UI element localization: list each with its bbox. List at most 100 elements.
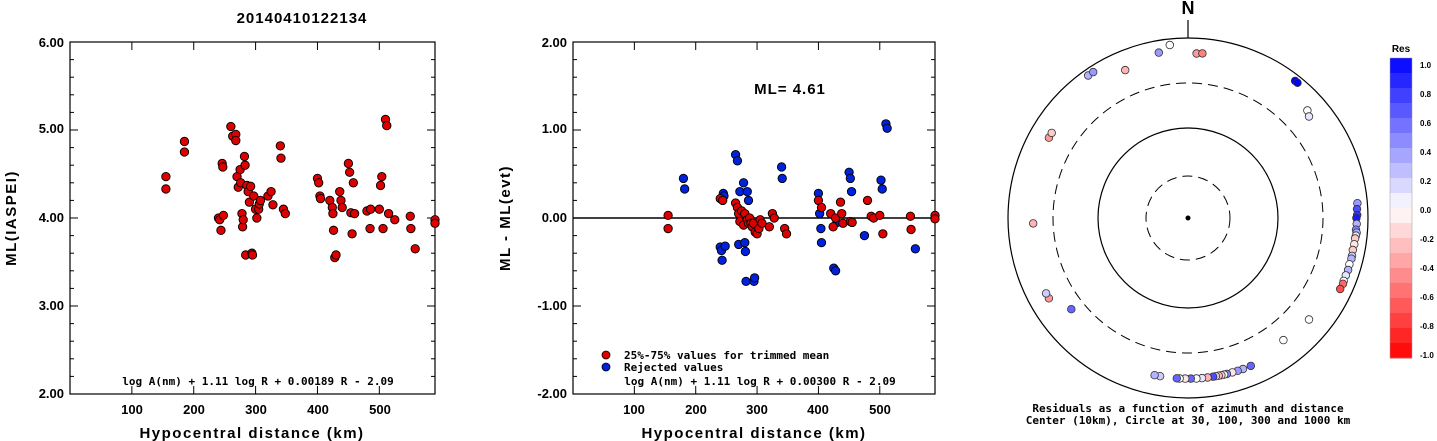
- left-data-point: [405, 211, 415, 221]
- epicenter-dot: [1185, 215, 1191, 221]
- rejected-data-point: [876, 175, 886, 185]
- left-x-tick-label: 500: [369, 402, 391, 417]
- left-data-point: [226, 121, 236, 132]
- rejected-data-point: [830, 266, 841, 276]
- middle-x-tick-label: 200: [685, 402, 707, 417]
- residual-point: [1154, 48, 1163, 57]
- left-x-tick-label: 300: [245, 402, 267, 417]
- left-data-point: [252, 213, 262, 223]
- trimmed-data-point: [835, 197, 846, 207]
- left-data-point: [266, 186, 276, 197]
- left-data-point: [366, 204, 376, 214]
- left-data-point: [161, 171, 171, 182]
- trimmed-data-point: [837, 208, 847, 219]
- ring-30km: [1145, 175, 1231, 261]
- residual-point: [1150, 371, 1159, 380]
- legend-trimmed-marker: [601, 350, 611, 360]
- middle-y-tick-label: 1.00: [542, 121, 567, 136]
- left-data-point: [406, 223, 416, 234]
- middle-formula: log A(nm) + 1.11 log R + 0.00300 R - 2.0…: [624, 375, 896, 388]
- residual-point: [1041, 289, 1051, 298]
- trimmed-data-point: [769, 213, 779, 223]
- residual-point: [1067, 305, 1076, 314]
- left-data-point: [337, 202, 347, 213]
- left-data-point: [335, 186, 345, 197]
- rejected-data-point: [845, 173, 855, 184]
- rejected-data-point: [910, 244, 921, 254]
- polar-caption-2: Center (10km), Circle at 30, 100, 300 an…: [1026, 414, 1351, 427]
- colorbar-cell: [1390, 328, 1412, 344]
- left-data-point: [239, 151, 250, 162]
- left-y-tick-label: 4.00: [39, 210, 64, 225]
- residual-point: [1165, 40, 1174, 50]
- trimmed-data-point: [875, 210, 885, 221]
- colorbar-border: [1389, 57, 1413, 359]
- colorbar-cell: [1390, 148, 1412, 164]
- polar-data-points: [1028, 40, 1362, 383]
- rejected-data-point: [749, 273, 760, 283]
- north-label: N: [1182, 0, 1195, 18]
- polar-caption-1: Residuals as a function of azimuth and d…: [1032, 402, 1344, 415]
- colorbar-tick-labels: 1.0 0.8 0.6 0.4 0.2 0.0 -0.2 -0.4 -0.6 -…: [1420, 61, 1434, 360]
- left-data-point: [245, 181, 256, 191]
- left-data-point: [315, 193, 326, 204]
- left-x-tick-label: 100: [121, 402, 143, 417]
- residual-point: [1335, 284, 1345, 294]
- trimmed-data-point: [828, 222, 838, 232]
- left-data-point: [218, 162, 228, 172]
- colorbar-tick-label: 1.0: [1420, 61, 1432, 70]
- left-y-tick-label: 3.00: [39, 298, 64, 313]
- middle-x-tick-label: 100: [623, 402, 645, 417]
- left-formula: log A(nm) + 1.11 log R + 0.00189 R - 2.0…: [122, 375, 394, 388]
- colorbar-tick-label: -1.0: [1420, 351, 1434, 360]
- figure-title: 20140410122134: [237, 10, 368, 27]
- left-data-point: [347, 229, 357, 239]
- rejected-data-point: [740, 246, 751, 257]
- rejected-data-point: [740, 237, 750, 248]
- middle-data-points: [663, 119, 940, 287]
- trimmed-data-point: [862, 195, 873, 206]
- left-x-tick-label: 400: [307, 402, 329, 417]
- left-data-point: [249, 191, 259, 201]
- middle-y-axis-label: ML - ML(evt): [497, 165, 514, 271]
- residual-point: [1120, 65, 1130, 75]
- left-data-point: [268, 200, 278, 210]
- left-data-point: [328, 208, 338, 219]
- residual-point: [1198, 49, 1207, 58]
- left-data-point: [179, 147, 190, 157]
- middle-panel: -2.00 -1.00 0.00 1.00 2.00 100 200 300 4…: [497, 35, 940, 441]
- colorbar-tick-label: -0.2: [1420, 235, 1434, 244]
- middle-x-axis-label: Hypocentral distance (km): [641, 425, 866, 441]
- residual-point: [1293, 78, 1302, 87]
- left-x-tick-labels: 100 200 300 400 500: [121, 402, 391, 417]
- trimmed-data-point: [781, 229, 792, 239]
- left-data-point: [238, 215, 248, 225]
- left-data-point: [240, 160, 250, 170]
- colorbar-cell: [1390, 298, 1412, 314]
- rejected-data-point: [742, 186, 752, 197]
- rejected-data-point: [720, 241, 730, 251]
- trimmed-data-point: [906, 224, 916, 235]
- colorbar-cell: [1390, 88, 1412, 104]
- rejected-data-point: [680, 184, 690, 194]
- colorbar-cell: [1390, 313, 1412, 329]
- rejected-data-point: [678, 173, 689, 184]
- rejected-data-point: [743, 195, 754, 206]
- trimmed-data-point: [663, 210, 673, 221]
- left-data-points: [161, 114, 440, 263]
- middle-x-tick-label: 500: [869, 402, 891, 417]
- left-data-point: [365, 223, 375, 234]
- left-data-point: [179, 136, 190, 147]
- left-data-point: [344, 167, 355, 177]
- left-data-point: [161, 184, 171, 194]
- left-data-point: [374, 204, 384, 214]
- rejected-data-point: [882, 123, 892, 133]
- left-y-tick-label: 5.00: [39, 121, 64, 136]
- rejected-data-point: [776, 162, 787, 172]
- rejected-data-point: [816, 237, 827, 248]
- colorbar-cell: [1390, 118, 1412, 134]
- colorbar-title: Res: [1392, 44, 1411, 55]
- colorbar-cell: [1390, 163, 1412, 179]
- left-panel: 2.00 3.00 4.00 5.00 6.00 100 200 300 400…: [3, 35, 440, 441]
- left-data-point: [328, 225, 339, 235]
